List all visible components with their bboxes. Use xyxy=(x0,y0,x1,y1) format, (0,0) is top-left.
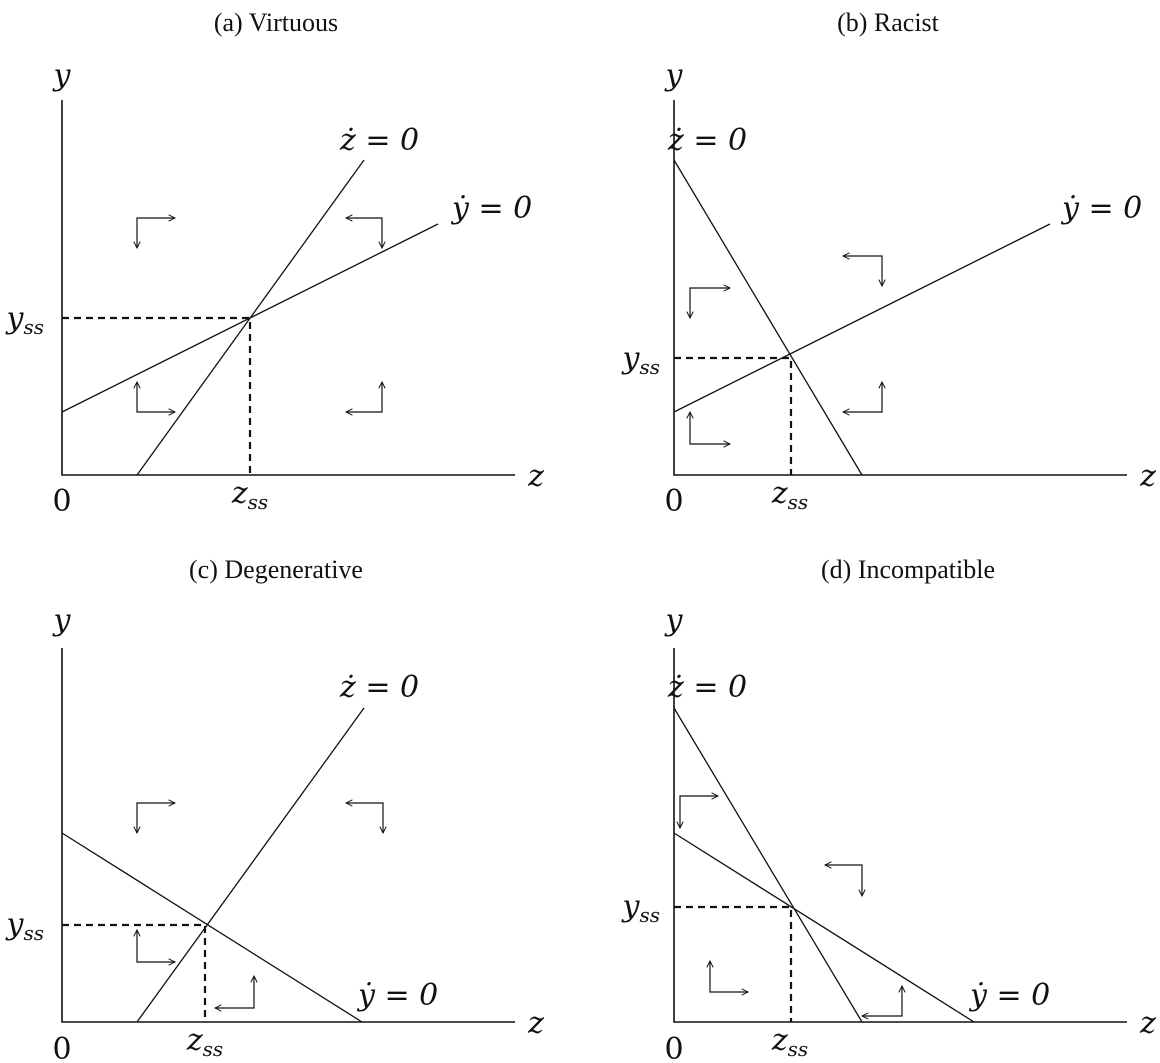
origin-label: 0 xyxy=(664,484,683,519)
z-axis-label: z xyxy=(527,1006,544,1041)
zdot-label: ż = 0 xyxy=(667,670,747,705)
direction-arrow-left-up xyxy=(215,976,254,1008)
z-axis-label: z xyxy=(527,459,544,494)
direction-arrow-right-up xyxy=(690,412,730,444)
direction-arrow-left-down xyxy=(346,803,383,833)
steady-state-guides xyxy=(674,905,793,1022)
z-axis-label: z xyxy=(1139,459,1156,494)
yss-label: yss xyxy=(621,341,660,379)
ydot-label: ẏ = 0 xyxy=(968,978,1050,1013)
y-axis-label: y xyxy=(664,58,684,93)
steady-state-guides xyxy=(674,356,793,475)
direction-arrow-left-up xyxy=(346,382,382,412)
direction-arrow-right-up xyxy=(137,382,175,412)
ydot-nullcline xyxy=(61,223,439,413)
panel-title: (b) Racist xyxy=(837,8,940,37)
direction-arrow-left-down xyxy=(843,256,882,286)
panel-d-incompatible: (d) Incompatible y z 0 yss zss ż = 0 ẏ =… xyxy=(621,555,1157,1063)
steady-state-guides xyxy=(62,316,252,475)
axes xyxy=(61,100,515,476)
panel-title: (a) Virtuous xyxy=(214,8,338,37)
direction-arrow-right-down xyxy=(690,288,730,318)
y-axis-label: y xyxy=(664,603,684,638)
panel-b-racist: (b) Racist y z 0 yss zss ż = 0 ẏ = 0 xyxy=(621,8,1157,519)
origin-label: 0 xyxy=(52,1032,71,1063)
direction-arrow-right-down xyxy=(137,803,175,833)
ydot-nullcline xyxy=(673,832,975,1023)
yss-label: yss xyxy=(5,301,44,339)
direction-arrows xyxy=(137,218,382,412)
ydot-label: ẏ = 0 xyxy=(450,191,532,226)
panel-title: (c) Degenerative xyxy=(189,555,363,584)
ydot-nullcline xyxy=(61,832,363,1023)
zdot-label: ż = 0 xyxy=(339,670,419,705)
zss-label: zss xyxy=(186,1023,223,1061)
ydot-label: ẏ = 0 xyxy=(1060,191,1142,226)
direction-arrows xyxy=(690,256,882,444)
zdot-nullcline xyxy=(673,707,863,1023)
direction-arrows xyxy=(680,796,902,1016)
direction-arrow-left-up xyxy=(843,382,882,412)
axes xyxy=(673,100,1127,476)
zss-label: zss xyxy=(771,476,808,514)
ydot-nullcline xyxy=(673,223,1051,413)
direction-arrows xyxy=(137,803,383,1008)
origin-label: 0 xyxy=(664,1032,683,1063)
direction-arrow-left-down xyxy=(346,218,382,248)
z-axis-label: z xyxy=(1139,1006,1156,1041)
ydot-label: ẏ = 0 xyxy=(356,978,438,1013)
panel-title: (d) Incompatible xyxy=(821,555,995,584)
direction-arrow-right-down xyxy=(137,218,175,248)
direction-arrow-left-up xyxy=(862,986,902,1016)
axes xyxy=(673,648,1127,1023)
yss-label: yss xyxy=(5,907,44,945)
zss-label: zss xyxy=(771,1023,808,1061)
direction-arrow-right-down xyxy=(680,796,718,828)
zdot-label: ż = 0 xyxy=(339,123,419,158)
direction-arrow-right-up xyxy=(710,961,748,992)
origin-label: 0 xyxy=(52,484,71,519)
axes xyxy=(61,648,515,1023)
direction-arrow-left-down xyxy=(825,865,862,896)
y-axis-label: y xyxy=(52,603,72,638)
y-axis-label: y xyxy=(52,58,72,93)
zdot-label: ż = 0 xyxy=(667,123,747,158)
steady-state-guides xyxy=(62,923,207,1022)
zdot-nullcline xyxy=(136,707,365,1023)
zss-label: zss xyxy=(231,476,268,514)
direction-arrow-right-up xyxy=(137,930,175,962)
zdot-nullcline xyxy=(673,159,863,476)
panel-c-degenerative: (c) Degenerative y z 0 yss zss ż = 0 ẏ =… xyxy=(5,555,545,1063)
yss-label: yss xyxy=(621,889,660,927)
panel-a-virtuous: (a) Virtuous y z 0 yss zss ż = 0 ẏ = 0 xyxy=(5,8,545,519)
